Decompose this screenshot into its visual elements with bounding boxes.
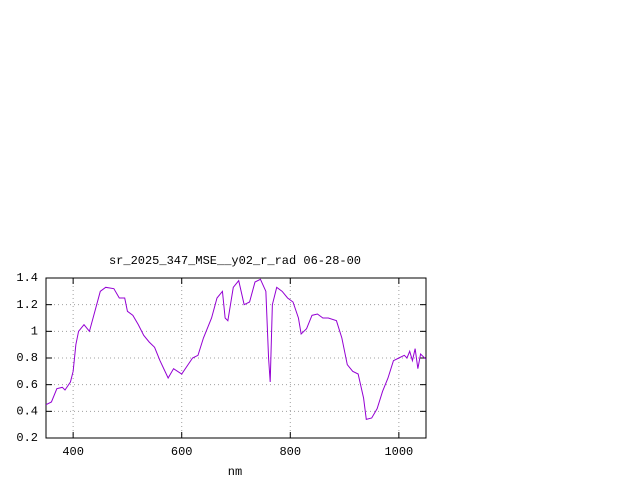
y-tick-label: 1.2 [16,298,38,312]
x-tick-label: 1000 [384,445,413,459]
plot-border [45,277,427,439]
y-tick-label: 1.4 [16,271,38,285]
y-tick-label: 0.8 [16,351,38,365]
y-tick-label: 0.2 [16,431,38,445]
chart-title: sr_2025_347_MSE__y02_r_rad 06-28-00 [109,254,361,268]
x-axis-label: nm [228,465,242,479]
y-tick-label: 0.6 [16,378,38,392]
data-line [45,278,427,420]
x-tick-label: 800 [279,445,301,459]
x-tick-label: 600 [171,445,193,459]
y-tick-label: 1 [31,325,38,339]
y-tick-label: 0.4 [16,405,38,419]
x-tick-label: 400 [62,445,84,459]
